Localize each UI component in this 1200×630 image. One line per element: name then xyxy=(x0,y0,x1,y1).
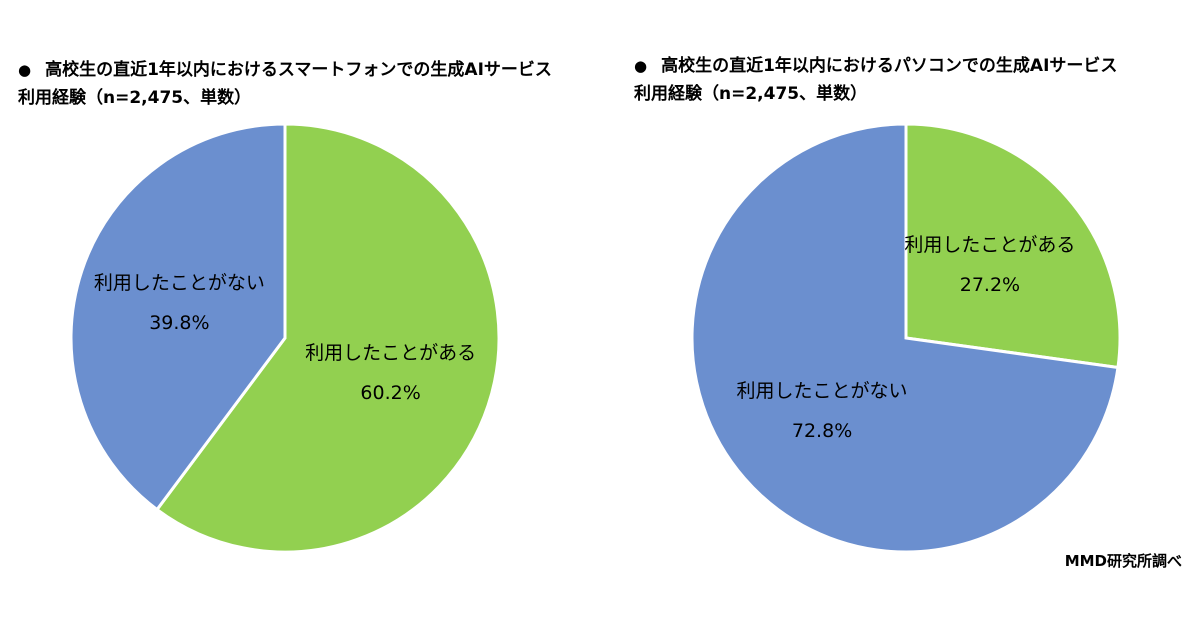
slice-category: 利用したことがある xyxy=(904,233,1076,256)
slice-category: 利用したことがある xyxy=(305,342,477,365)
slice-label-pc-not-used: 利用したことがない 72.8% xyxy=(737,371,908,451)
chart-title-smartphone: ● 高校生の直近1年以内におけるスマートフォンでの生成AIサービス 利用経験（n=… xyxy=(18,56,552,112)
title-bullet: ● xyxy=(634,57,648,75)
pie-slice-pc-used xyxy=(904,122,1122,370)
title-bullet: ● xyxy=(18,61,32,79)
slice-label-pc-used: 利用したことがある 27.2% xyxy=(904,225,1075,305)
title-line-1: 高校生の直近1年以内におけるスマートフォンでの生成AIサービス xyxy=(45,60,552,80)
title-line-2: 利用経験（n=2,475、単数） xyxy=(18,88,252,108)
title-line-1: 高校生の直近1年以内におけるパソコンでの生成AIサービス xyxy=(661,56,1118,76)
title-line-2: 利用経験（n=2,475、単数） xyxy=(634,84,868,104)
chart-title-pc: ● 高校生の直近1年以内におけるパソコンでの生成AIサービス 利用経験（n=2,4… xyxy=(634,52,1117,108)
source-note: MMD研究所調べ xyxy=(1064,552,1182,570)
pie-slice-pc-not-used xyxy=(690,122,1120,554)
slice-percent: 39.8% xyxy=(149,311,210,334)
slice-category: 利用したことがない xyxy=(93,271,265,294)
pie-slice-smartphone-not-used xyxy=(69,122,287,512)
slice-category: 利用したことがない xyxy=(736,380,908,403)
pie-slice-smartphone-used xyxy=(154,122,501,554)
slice-percent: 27.2% xyxy=(959,273,1021,296)
slice-percent: 60.2% xyxy=(360,382,421,405)
slice-label-smartphone-used: 利用したことがある 60.2% xyxy=(305,333,476,413)
slice-label-smartphone-not-used: 利用したことがない 39.8% xyxy=(94,263,265,343)
slice-percent: 72.8% xyxy=(791,420,853,443)
